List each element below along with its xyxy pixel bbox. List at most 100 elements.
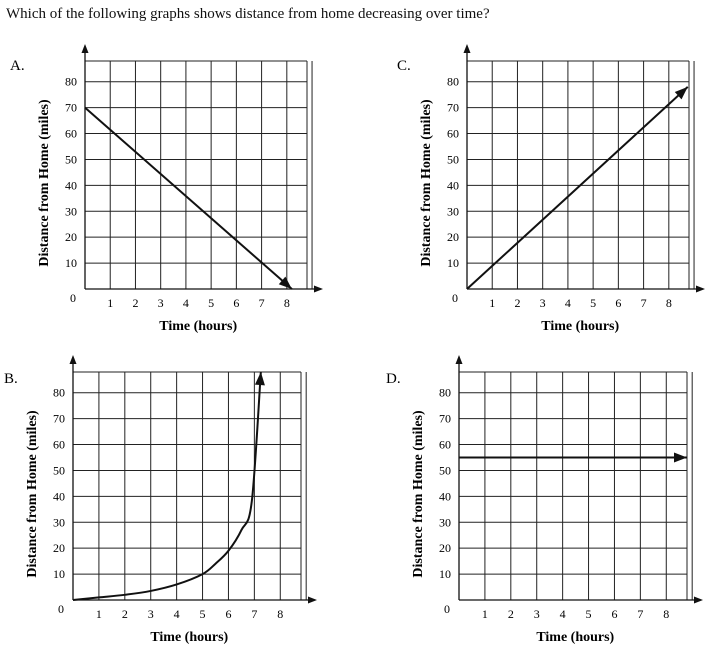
panel-letter: B. — [4, 371, 18, 387]
x-tick-label: 6 — [615, 296, 621, 310]
x-axis-title: Time (hours) — [159, 319, 237, 334]
panel-letter: D. — [386, 371, 401, 387]
y-tick-label: 80 — [439, 386, 451, 400]
x-axis-title: Time (hours) — [536, 630, 614, 645]
y-axis-title: Distance from Home (miles) — [419, 99, 434, 267]
y-tick-label: 20 — [447, 230, 459, 244]
y-tick-label: 50 — [53, 463, 65, 477]
x-tick-label: 7 — [251, 607, 257, 621]
y-tick-label: 10 — [65, 256, 77, 270]
x-tick-label: 8 — [284, 296, 290, 310]
y-tick-label: 10 — [447, 256, 459, 270]
y-tick-label: 40 — [53, 489, 65, 503]
y-axis-arrowhead — [463, 44, 471, 53]
y-tick-label: 80 — [53, 386, 65, 400]
x-tick-label: 7 — [637, 607, 643, 621]
x-tick-label: 8 — [277, 607, 283, 621]
x-tick-label: 3 — [534, 607, 540, 621]
y-tick-label: 70 — [447, 101, 459, 115]
data-line-arrowhead — [254, 372, 265, 386]
x-axis-title: Time (hours) — [150, 630, 228, 645]
y-tick-label: 30 — [65, 204, 77, 218]
x-axis-title: Time (hours) — [541, 319, 619, 334]
x-tick-label: 8 — [663, 607, 669, 621]
y-tick-label: 80 — [447, 75, 459, 89]
y-tick-label: 20 — [53, 541, 65, 555]
y-axis-title: Distance from Home (miles) — [411, 410, 426, 578]
data-line-arrowhead — [674, 86, 688, 100]
y-tick-label: 40 — [439, 489, 451, 503]
y-tick-label: 60 — [439, 438, 451, 452]
y-tick-label: 60 — [53, 438, 65, 452]
y-tick-label: 10 — [53, 567, 65, 581]
x-tick-label: 7 — [641, 296, 647, 310]
panel-letter: A. — [10, 58, 25, 74]
y-tick-label: 30 — [439, 515, 451, 529]
x-tick-label: 6 — [233, 296, 239, 310]
x-axis-arrowhead — [308, 596, 317, 604]
y-tick-label: 50 — [447, 152, 459, 166]
y-tick-label: 50 — [65, 152, 77, 166]
origin-label: 0 — [444, 602, 450, 616]
y-tick-label: 60 — [65, 127, 77, 141]
data-line-0 — [84, 106, 293, 290]
y-tick-label: 10 — [439, 567, 451, 581]
y-tick-label: 70 — [53, 412, 65, 426]
y-tick-label: 30 — [53, 515, 65, 529]
x-tick-label: 2 — [132, 296, 138, 310]
y-axis-arrowhead — [455, 355, 463, 364]
x-tick-label: 7 — [259, 296, 265, 310]
x-tick-label: 2 — [122, 607, 128, 621]
origin-label: 0 — [70, 291, 76, 305]
panel-letter: C. — [397, 58, 411, 74]
x-tick-label: 5 — [208, 296, 214, 310]
x-tick-label: 1 — [107, 296, 113, 310]
y-tick-label: 60 — [447, 127, 459, 141]
x-tick-label: 4 — [560, 607, 566, 621]
x-tick-label: 4 — [183, 296, 189, 310]
chart-panel-c: C. 0 1 2 3 4 5 6 7 8 10 20 30 40 50 60 70 80 Time (hours) D… — [397, 44, 705, 334]
x-tick-label: 2 — [508, 607, 514, 621]
x-tick-label: 5 — [590, 296, 596, 310]
x-tick-label: 3 — [158, 296, 164, 310]
chart-panel-a: A. 0 1 2 3 4 5 6 7 8 10 20 30 40 50 60 70 80 Time (hours) D… — [10, 44, 323, 334]
chart-panel-b: B. 0 1 2 3 4 5 6 7 8 10 20 30 40 50 60 70 80 Time (hours) D… — [4, 355, 317, 645]
y-tick-label: 40 — [447, 178, 459, 192]
x-tick-label: 5 — [200, 607, 206, 621]
y-tick-label: 30 — [447, 204, 459, 218]
x-tick-label: 4 — [174, 607, 180, 621]
origin-label: 0 — [58, 602, 64, 616]
x-axis-arrowhead — [314, 285, 323, 293]
x-tick-label: 6 — [611, 607, 617, 621]
question-text: Which of the following graphs shows dist… — [6, 6, 490, 22]
x-tick-label: 2 — [514, 296, 520, 310]
x-tick-label: 5 — [586, 607, 592, 621]
data-line-arrowhead — [674, 452, 687, 463]
x-tick-label: 1 — [96, 607, 102, 621]
y-axis-arrowhead — [69, 355, 77, 364]
x-axis-arrowhead — [694, 596, 703, 604]
y-axis-title: Distance from Home (miles) — [25, 410, 40, 578]
x-tick-label: 1 — [482, 607, 488, 621]
y-tick-label: 20 — [439, 541, 451, 555]
y-tick-label: 50 — [439, 463, 451, 477]
y-axis-arrowhead — [81, 44, 89, 53]
y-axis-title: Distance from Home (miles) — [37, 99, 52, 267]
x-tick-label: 8 — [666, 296, 672, 310]
y-tick-label: 40 — [65, 178, 77, 192]
x-tick-label: 6 — [225, 607, 231, 621]
origin-label: 0 — [452, 291, 458, 305]
y-tick-label: 80 — [65, 75, 77, 89]
x-tick-label: 1 — [489, 296, 495, 310]
x-tick-label: 4 — [565, 296, 571, 310]
y-tick-label: 70 — [65, 101, 77, 115]
data-line-0 — [72, 371, 262, 601]
data-line-0 — [466, 86, 689, 290]
data-line-arrowhead — [278, 276, 292, 289]
x-tick-label: 3 — [148, 607, 154, 621]
x-axis-arrowhead — [696, 285, 705, 293]
y-tick-label: 70 — [439, 412, 451, 426]
x-tick-label: 3 — [540, 296, 546, 310]
y-tick-label: 20 — [65, 230, 77, 244]
